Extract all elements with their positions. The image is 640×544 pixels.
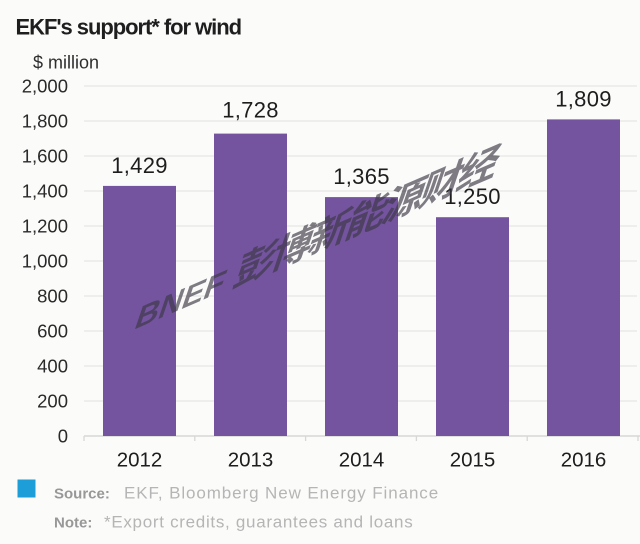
svg-text:1,000: 1,000 — [22, 251, 68, 272]
svg-text:2,000: 2,000 — [22, 76, 68, 97]
svg-text:1,429: 1,429 — [111, 153, 168, 178]
svg-text:800: 800 — [37, 286, 68, 307]
svg-text:1,809: 1,809 — [555, 86, 612, 111]
svg-text:EKF, Bloomberg New Energy Fina: EKF, Bloomberg New Energy Finance — [124, 484, 439, 503]
svg-text:*Export credits, guarantees an: *Export credits, guarantees and loans — [104, 513, 413, 532]
svg-text:2012: 2012 — [117, 449, 163, 472]
svg-text:400: 400 — [37, 356, 68, 377]
svg-text:Note:: Note: — [54, 515, 92, 532]
svg-text:1,250: 1,250 — [444, 184, 501, 209]
svg-text:0: 0 — [58, 426, 68, 447]
svg-text:1,600: 1,600 — [22, 146, 68, 167]
svg-text:1,400: 1,400 — [22, 181, 68, 202]
svg-text:1,365: 1,365 — [333, 164, 390, 189]
svg-text:Source:: Source: — [54, 486, 110, 503]
svg-text:1,800: 1,800 — [22, 111, 68, 132]
svg-text:1,200: 1,200 — [22, 216, 68, 237]
svg-text:2014: 2014 — [339, 449, 385, 472]
svg-text:$ million: $ million — [33, 53, 99, 73]
svg-text:2013: 2013 — [228, 449, 274, 472]
svg-text:200: 200 — [37, 391, 68, 412]
svg-text:EKF's support* for wind: EKF's support* for wind — [16, 15, 242, 40]
svg-text:2016: 2016 — [561, 449, 607, 472]
svg-text:1,728: 1,728 — [222, 98, 279, 123]
svg-text:600: 600 — [37, 321, 68, 342]
svg-text:2015: 2015 — [450, 449, 496, 472]
